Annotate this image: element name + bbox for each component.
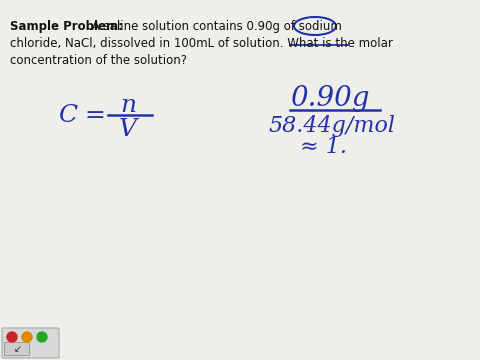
Circle shape bbox=[7, 332, 17, 342]
Text: =: = bbox=[84, 104, 106, 126]
FancyBboxPatch shape bbox=[4, 342, 29, 356]
Text: chloride, NaCl, dissolved in 100mL of solution. What is the molar: chloride, NaCl, dissolved in 100mL of so… bbox=[10, 37, 393, 50]
Text: C: C bbox=[59, 104, 78, 126]
Text: Sample Problem:: Sample Problem: bbox=[10, 20, 123, 33]
FancyBboxPatch shape bbox=[2, 328, 59, 358]
Text: 58.44g/mol: 58.44g/mol bbox=[268, 115, 396, 137]
Circle shape bbox=[22, 332, 32, 342]
Text: V: V bbox=[119, 117, 137, 140]
Text: n: n bbox=[120, 94, 136, 117]
Text: A saline solution contains 0.90g of sodium: A saline solution contains 0.90g of sodi… bbox=[88, 20, 342, 33]
Text: ↙: ↙ bbox=[14, 344, 22, 354]
Text: 0.90g: 0.90g bbox=[290, 85, 370, 112]
Circle shape bbox=[37, 332, 47, 342]
Text: concentration of the solution?: concentration of the solution? bbox=[10, 54, 187, 67]
Text: ≈ 1.: ≈ 1. bbox=[300, 136, 347, 158]
